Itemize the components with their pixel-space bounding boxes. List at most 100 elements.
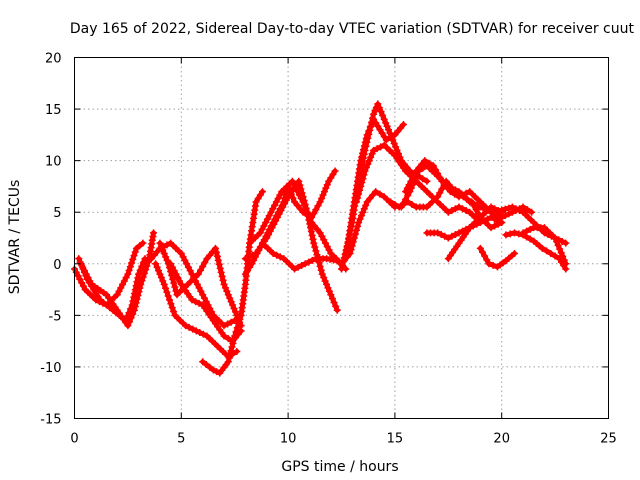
data-point (359, 175, 367, 183)
data-point (425, 159, 433, 167)
data-point (354, 222, 362, 230)
data-point (164, 292, 172, 300)
data-point (163, 288, 171, 296)
data-point (501, 205, 509, 213)
data-point (241, 255, 249, 263)
data-point (404, 191, 412, 199)
data-point (139, 239, 147, 247)
data-point (408, 200, 416, 208)
data-point (448, 232, 456, 240)
data-point (157, 243, 165, 251)
data-point (163, 241, 171, 249)
data-point (136, 284, 144, 292)
data-point (216, 264, 224, 272)
data-point (226, 294, 234, 302)
data-point (129, 255, 137, 263)
data-point (139, 273, 147, 281)
data-point (516, 205, 523, 213)
data-point (227, 318, 235, 326)
data-point (392, 143, 400, 151)
data-point (159, 277, 167, 285)
data-point (473, 201, 481, 209)
data-point (434, 193, 442, 201)
data-point (135, 288, 143, 296)
data-point (300, 201, 308, 209)
data-point (157, 274, 165, 282)
data-point (358, 179, 366, 187)
data-point (226, 350, 234, 358)
data-point (231, 332, 239, 340)
data-point (523, 206, 531, 214)
y-tick-label: -5 (49, 309, 62, 324)
data-point (321, 277, 329, 285)
data-point (130, 252, 138, 260)
data-point (140, 269, 148, 277)
data-point (162, 253, 170, 261)
data-point (441, 232, 449, 240)
data-point (356, 215, 364, 223)
data-point (455, 203, 463, 211)
data-point (236, 315, 244, 323)
data-point (134, 274, 142, 282)
data-point (554, 241, 562, 249)
data-point (192, 327, 200, 335)
data-point (438, 185, 446, 193)
data-point (359, 154, 367, 162)
data-point (201, 258, 209, 266)
data-point (360, 150, 368, 158)
data-point (502, 231, 510, 239)
data-point (126, 263, 134, 271)
data-point (155, 267, 163, 275)
data-point (196, 329, 204, 337)
data-point (483, 256, 491, 264)
data-point (199, 262, 207, 270)
data-point (310, 210, 318, 218)
data-point (451, 205, 459, 213)
data-point (547, 249, 555, 257)
data-point (342, 249, 350, 257)
data-point (308, 256, 316, 264)
data-point (171, 283, 179, 291)
data-point (559, 252, 567, 260)
y-tick-label: 20 (45, 52, 62, 67)
data-point (306, 215, 314, 223)
data-point (323, 181, 331, 189)
series-track-11 (246, 177, 399, 268)
data-points (71, 100, 570, 377)
axis-ticks: 0 5 10 15 20 25 -15 -10 -5 0 5 10 15 20 (40, 52, 617, 447)
data-point (419, 175, 427, 183)
data-point (227, 347, 235, 355)
data-point (364, 160, 372, 168)
data-point (128, 259, 136, 267)
data-point (305, 212, 313, 220)
data-point (369, 114, 377, 122)
data-point (150, 229, 158, 237)
plot-frame (74, 57, 609, 419)
data-point (402, 195, 410, 203)
data-point (330, 298, 338, 306)
data-point (498, 219, 506, 227)
data-point (130, 306, 138, 314)
data-point (235, 320, 243, 328)
data-point (229, 301, 237, 309)
data-point (557, 249, 565, 257)
data-point (451, 190, 459, 198)
data-point (560, 256, 568, 264)
data-point (299, 198, 307, 206)
y-tick-label: -10 (40, 361, 61, 376)
data-point (308, 231, 316, 239)
data-point (224, 320, 232, 328)
data-point (523, 233, 531, 241)
data-point (367, 122, 375, 130)
data-point (245, 253, 253, 261)
data-point (194, 270, 202, 278)
data-point (213, 368, 221, 376)
data-point (327, 291, 335, 299)
data-point (387, 133, 395, 141)
data-point (276, 253, 284, 261)
x-tick-label: 10 (280, 432, 297, 447)
data-point (357, 212, 365, 220)
data-point (383, 122, 391, 130)
data-point (344, 238, 352, 246)
data-point (189, 325, 197, 333)
